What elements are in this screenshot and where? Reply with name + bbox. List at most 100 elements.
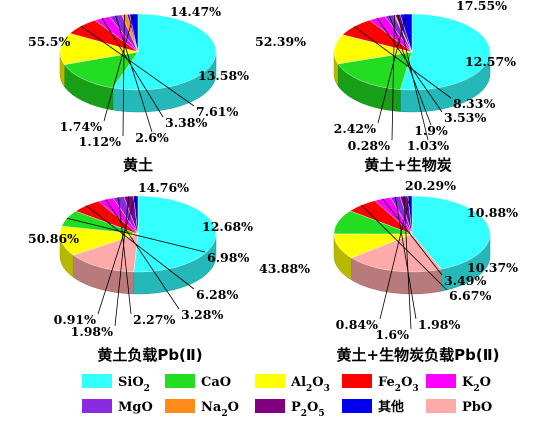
pie-side-walls xyxy=(59,233,217,295)
data-label: 3.49% xyxy=(444,273,486,288)
pie-slice-Al2O3 xyxy=(59,225,139,256)
legend-label: Al2O3 xyxy=(290,375,330,394)
data-label: 1.12% xyxy=(79,134,121,149)
pie-chart-2: 52.39% 17.55% 12.57% 8.33%3.53%1.9% 0.28% 1.0… xyxy=(255,0,516,174)
data-label: 52.39% xyxy=(255,34,306,49)
data-label: 17.55% xyxy=(456,0,507,13)
legend-swatch xyxy=(426,374,456,388)
data-label: 14.47% xyxy=(170,4,221,19)
data-label: 1.9% xyxy=(414,123,448,138)
legend-label: 其他 xyxy=(378,399,404,415)
legend-item-K2O: K2O xyxy=(426,374,491,394)
data-label: 55.5% xyxy=(28,34,70,49)
pie-chart-1: 55.5% 14.47% 13.58% 7.61%3.38%2.6% 1.12%1.74… xyxy=(28,4,249,174)
legend-swatch xyxy=(82,399,112,413)
data-label: 1.03% xyxy=(407,138,449,153)
data-label: 20.29% xyxy=(405,178,456,193)
data-label: 6.28% xyxy=(196,287,238,302)
legend-label: SiO2 xyxy=(118,375,150,394)
leader-line xyxy=(80,25,195,107)
leader-line xyxy=(66,217,206,253)
data-label: 1.98% xyxy=(418,317,460,332)
leader-line xyxy=(382,198,443,276)
legend-label: MgO xyxy=(118,400,153,415)
leader-line xyxy=(394,196,417,320)
pie-slice-Al2O3 xyxy=(59,33,139,65)
legend-item-其他: 其他 xyxy=(342,399,404,415)
leader-line xyxy=(391,14,395,141)
pie-slice-CaO xyxy=(64,51,139,89)
legend-swatch xyxy=(165,399,195,413)
data-label: 43.88% xyxy=(259,261,310,276)
legend-item-Al2O3: Al2O3 xyxy=(255,374,330,394)
legend-swatch xyxy=(255,374,285,388)
pie-slice-其他 xyxy=(129,13,139,53)
legend-label: K2O xyxy=(462,375,491,394)
legend-item-Fe2O3: Fe2O3 xyxy=(342,374,419,394)
data-label: 50.86% xyxy=(28,231,79,246)
leader-line xyxy=(403,196,412,330)
leader-line xyxy=(114,196,130,327)
pie-slice-SiO2 xyxy=(400,13,491,91)
chart-title: 黄土负载Pb(Ⅱ) xyxy=(97,346,202,364)
legend-label: Fe2O3 xyxy=(378,375,419,394)
data-label: 12.57% xyxy=(465,54,516,69)
leader-line xyxy=(115,15,153,133)
pie-chart-3: 50.86% 14.76% 12.68% 6.98% 6.28% 3.28% 2.27% 1.… xyxy=(28,180,253,364)
data-label: 1.6% xyxy=(375,327,409,342)
pie-slice-其他 xyxy=(133,195,139,235)
data-label: 13.58% xyxy=(198,68,249,83)
pie-slice-SiO2 xyxy=(112,13,217,91)
data-label: 0.28% xyxy=(348,138,390,153)
data-label: 3.53% xyxy=(444,110,486,125)
leader-line xyxy=(389,15,432,126)
leader-line xyxy=(353,26,452,99)
legend-item-CaO: CaO xyxy=(165,374,231,390)
chart-title: 黄土+生物炭 xyxy=(364,156,452,174)
data-label: 2.42% xyxy=(334,121,376,136)
data-label: 8.33% xyxy=(453,96,495,111)
pie-chart-4: 43.88% 20.29% 10.88% 10.37% 6.67%3.49% 1.98% 1… xyxy=(259,178,518,364)
legend-label: PbO xyxy=(462,400,492,415)
data-label: 10.88% xyxy=(467,205,518,220)
leader-line xyxy=(379,195,411,320)
data-label: 0.91% xyxy=(54,312,96,327)
legend-item-Na2O: Na2O xyxy=(165,399,239,419)
legend-item-MgO: MgO xyxy=(82,399,153,415)
data-label: 1.74% xyxy=(60,119,102,134)
data-label: 10.37% xyxy=(467,260,518,275)
legend-label: Na2O xyxy=(201,400,239,419)
legend-item-P2O5: P2O5 xyxy=(255,399,325,419)
chart-title: 黄土+生物炭负载Pb(Ⅱ) xyxy=(337,346,500,364)
leader-line xyxy=(101,18,164,118)
data-label: 7.61% xyxy=(196,104,238,119)
pie-slice-SiO2 xyxy=(411,195,491,270)
leader-line xyxy=(122,14,125,137)
legend-swatch xyxy=(255,399,285,413)
data-label: 14.76% xyxy=(138,180,189,195)
legend-swatch xyxy=(426,399,456,413)
data-label: 6.67% xyxy=(449,288,491,303)
data-label: 3.38% xyxy=(165,115,207,130)
legend-swatch xyxy=(342,399,372,413)
legend: SiO2 CaO Al2O3 Fe2O3 K2O MgO Na2O P2O5 其他 PbO xyxy=(82,374,492,419)
pie-slice-Al2O3 xyxy=(333,34,413,65)
chart-title: 黄土 xyxy=(123,156,153,174)
data-label: 12.68% xyxy=(202,219,253,234)
leader-line xyxy=(97,195,137,315)
data-label: 2.6% xyxy=(135,130,169,145)
leader-line xyxy=(105,199,180,310)
legend-item-SiO2: SiO2 xyxy=(82,374,150,394)
legend-label: P2O5 xyxy=(291,400,325,419)
data-label: 0.84% xyxy=(336,317,378,332)
leader-line xyxy=(85,205,195,290)
legend-swatch xyxy=(165,374,195,388)
legend-item-PbO: PbO xyxy=(426,399,492,415)
data-label: 2.27% xyxy=(133,312,175,327)
pie-slice-其他 xyxy=(399,13,413,53)
legend-swatch xyxy=(342,374,372,388)
legend-label: CaO xyxy=(201,375,231,390)
data-label: 3.28% xyxy=(181,307,223,322)
legend-swatch xyxy=(82,374,112,388)
